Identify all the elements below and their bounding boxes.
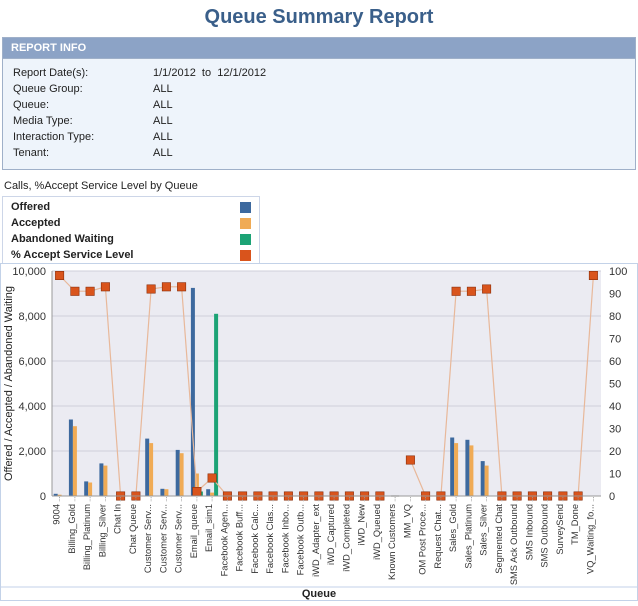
svg-text:6,000: 6,000	[18, 356, 46, 368]
svg-text:Sales_Gold: Sales_Gold	[448, 504, 458, 552]
svg-text:30: 30	[609, 424, 621, 436]
svg-text:OM Post Proce...: OM Post Proce...	[418, 504, 428, 575]
svg-text:iWD_Adapter_ext: iWD_Adapter_ext	[311, 504, 321, 577]
svg-text:iWD_Completed: iWD_Completed	[341, 504, 351, 572]
svg-text:0: 0	[609, 491, 615, 503]
svg-text:Chat In: Chat In	[113, 504, 123, 534]
svg-text:Segmented Chat: Segmented Chat	[494, 504, 504, 574]
svg-text:9004: 9004	[52, 504, 62, 525]
svg-text:80: 80	[609, 311, 621, 323]
svg-text:Queue: Queue	[302, 588, 336, 600]
svg-text:100: 100	[609, 266, 627, 278]
svg-text:Facebook Calc...: Facebook Calc...	[250, 504, 260, 574]
svg-text:SurveySend: SurveySend	[555, 504, 565, 555]
svg-text:MM_VQ: MM_VQ	[402, 504, 412, 538]
svg-text:iWD_Captured: iWD_Captured	[326, 504, 336, 565]
svg-text:Billing_Silver: Billing_Silver	[97, 504, 107, 557]
svg-text:Facebook Buff...: Facebook Buff...	[235, 504, 245, 572]
svg-text:SMS Outbound: SMS Outbound	[540, 504, 550, 568]
svg-text:Offered / Accepted / Abandoned: Offered / Accepted / Abandoned Waiting	[3, 286, 15, 481]
svg-text:TM_Done: TM_Done	[570, 504, 580, 545]
svg-text:60: 60	[609, 356, 621, 368]
svg-text:iWD_New: iWD_New	[357, 504, 367, 546]
svg-text:2,000: 2,000	[18, 446, 46, 458]
svg-text:Known Customers: Known Customers	[387, 504, 397, 580]
svg-text:Sales_Silver: Sales_Silver	[479, 504, 489, 556]
svg-text:40: 40	[609, 401, 621, 413]
svg-text:50: 50	[609, 379, 621, 391]
svg-text:Email_queue: Email_queue	[189, 504, 199, 558]
svg-text:Facebook Inbo...: Facebook Inbo...	[280, 504, 290, 573]
svg-text:SMS Ack Outbound: SMS Ack Outbound	[509, 504, 519, 585]
svg-text:Facebook Clas...: Facebook Clas...	[265, 504, 275, 574]
svg-text:10: 10	[609, 469, 621, 481]
svg-text:Request Chat...: Request Chat...	[433, 504, 443, 569]
svg-text:90: 90	[609, 289, 621, 301]
svg-text:Chat Queue: Chat Queue	[128, 504, 138, 554]
svg-text:Customer Serv...: Customer Serv...	[143, 504, 153, 573]
svg-text:0: 0	[40, 491, 46, 503]
svg-text:Billing_Platinum: Billing_Platinum	[82, 504, 92, 570]
svg-text:10,000: 10,000	[12, 266, 46, 278]
svg-text:iWD_Queued: iWD_Queued	[372, 504, 382, 560]
svg-text:Customer Serv...: Customer Serv...	[174, 504, 184, 573]
svg-text:8,000: 8,000	[18, 311, 46, 323]
svg-text:VQ_Waiting_fo...: VQ_Waiting_fo...	[585, 504, 595, 574]
svg-text:SMS Inbound: SMS Inbound	[524, 504, 534, 560]
svg-text:Billing_Gold: Billing_Gold	[67, 504, 77, 554]
svg-text:Facebook Agen...: Facebook Agen...	[219, 504, 229, 576]
svg-text:70: 70	[609, 334, 621, 346]
svg-text:Customer Serv...: Customer Serv...	[158, 504, 168, 573]
svg-text:4,000: 4,000	[18, 401, 46, 413]
svg-text:Email_sim1: Email_sim1	[204, 504, 214, 552]
svg-text:Facebook Outb...: Facebook Outb...	[296, 504, 306, 575]
svg-text:20: 20	[609, 446, 621, 458]
svg-text:Sales_Platinum: Sales_Platinum	[463, 504, 473, 569]
